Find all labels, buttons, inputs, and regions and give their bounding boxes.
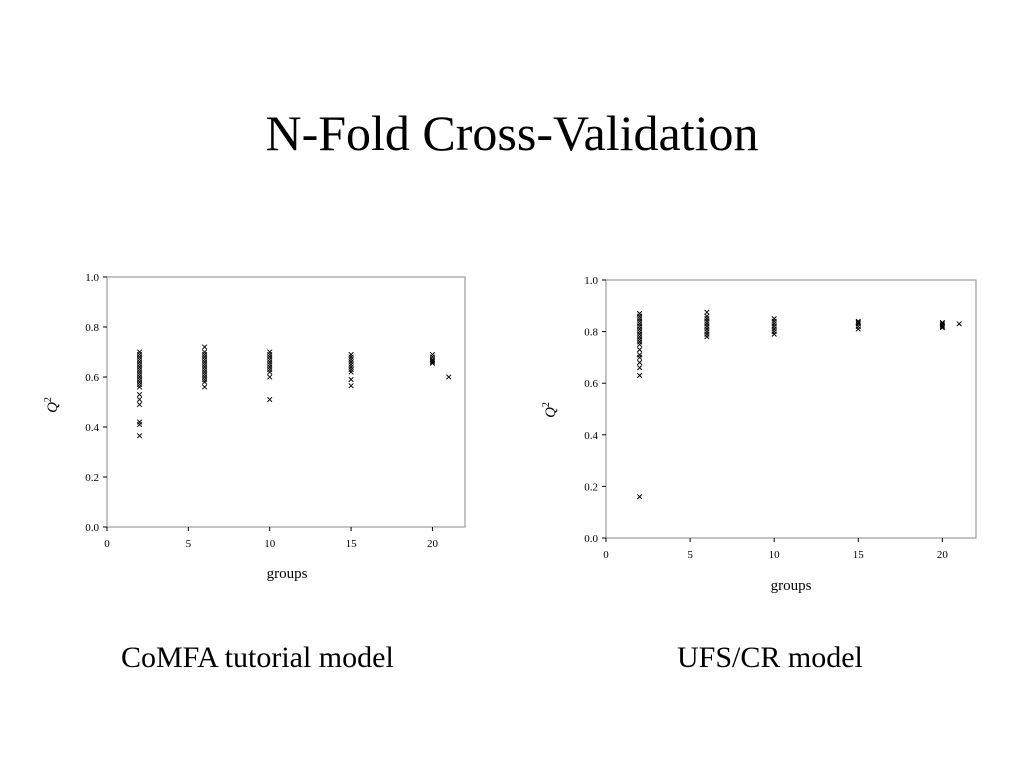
data-point bbox=[636, 372, 643, 379]
y-axis-title-main: Q bbox=[543, 407, 559, 418]
y-axis-title: Q2 bbox=[541, 402, 559, 418]
y-tick-label: 0.4 bbox=[584, 430, 598, 442]
data-point bbox=[636, 359, 643, 366]
data-point bbox=[201, 344, 208, 350]
y-axis-title-superscript: 2 bbox=[541, 402, 552, 407]
data-point bbox=[267, 396, 273, 403]
data-point bbox=[771, 331, 777, 337]
x-tick-label: 0 bbox=[104, 538, 110, 550]
data-point bbox=[267, 374, 273, 380]
x-tick-label: 5 bbox=[186, 538, 192, 550]
y-tick-label: 1.0 bbox=[85, 272, 99, 284]
x-tick-label: 10 bbox=[264, 538, 276, 550]
x-tick-label: 15 bbox=[853, 549, 865, 561]
x-tick-label: 5 bbox=[687, 549, 693, 561]
data-point bbox=[136, 433, 143, 439]
y-tick-label: 1.0 bbox=[584, 275, 598, 287]
y-tick-label: 0.4 bbox=[85, 422, 99, 434]
data-point bbox=[636, 365, 643, 371]
x-tick-label: 0 bbox=[603, 549, 609, 561]
plot-frame bbox=[605, 279, 977, 539]
y-tick-label: 0.8 bbox=[584, 327, 598, 339]
x-tick-label: 10 bbox=[769, 549, 781, 561]
data-point bbox=[855, 326, 861, 332]
data-point bbox=[201, 379, 208, 385]
y-axis-title-main: Q bbox=[45, 402, 61, 413]
slide-title: N-Fold Cross-Validation bbox=[265, 105, 759, 161]
data-point bbox=[939, 325, 946, 331]
data-point bbox=[636, 494, 643, 500]
x-tick-label: 20 bbox=[427, 538, 439, 550]
y-tick-label: 0.8 bbox=[85, 322, 99, 334]
data-point bbox=[636, 341, 643, 348]
data-point bbox=[704, 334, 710, 340]
data-point bbox=[636, 354, 643, 361]
data-point bbox=[136, 421, 143, 428]
data-point bbox=[201, 384, 208, 390]
data-point bbox=[429, 360, 436, 366]
data-point bbox=[136, 401, 143, 408]
data-point bbox=[939, 323, 946, 330]
y-tick-label: 0.6 bbox=[584, 378, 598, 390]
data-point bbox=[348, 369, 354, 375]
plot-frame bbox=[106, 276, 466, 528]
data-point bbox=[956, 321, 962, 327]
data-point bbox=[704, 309, 710, 315]
data-point bbox=[136, 396, 143, 403]
data-point bbox=[429, 359, 436, 365]
data-point bbox=[348, 376, 354, 383]
data-point bbox=[136, 391, 143, 398]
x-axis-title: groups bbox=[267, 566, 308, 582]
y-axis-title: Q2 bbox=[43, 397, 61, 413]
x-axis-title: groups bbox=[771, 578, 812, 594]
y-tick-label: 0.6 bbox=[85, 372, 99, 384]
data-point bbox=[446, 374, 452, 380]
y-tick-label: 0.2 bbox=[584, 481, 598, 493]
x-tick-label: 20 bbox=[937, 549, 949, 561]
data-point bbox=[136, 384, 143, 390]
y-axis-title-superscript: 2 bbox=[43, 397, 54, 402]
caption-comfa: CoMFA tutorial model bbox=[121, 641, 394, 674]
data-point bbox=[855, 319, 861, 326]
caption-ufs-cr: UFS/CR model bbox=[677, 641, 863, 674]
data-point bbox=[267, 369, 273, 375]
y-tick-label: 0.2 bbox=[85, 472, 99, 484]
data-point bbox=[636, 347, 643, 353]
y-tick-label: 0.0 bbox=[584, 533, 598, 545]
x-tick-label: 15 bbox=[346, 538, 358, 550]
y-tick-label: 0.0 bbox=[85, 522, 99, 534]
data-point bbox=[348, 383, 354, 389]
